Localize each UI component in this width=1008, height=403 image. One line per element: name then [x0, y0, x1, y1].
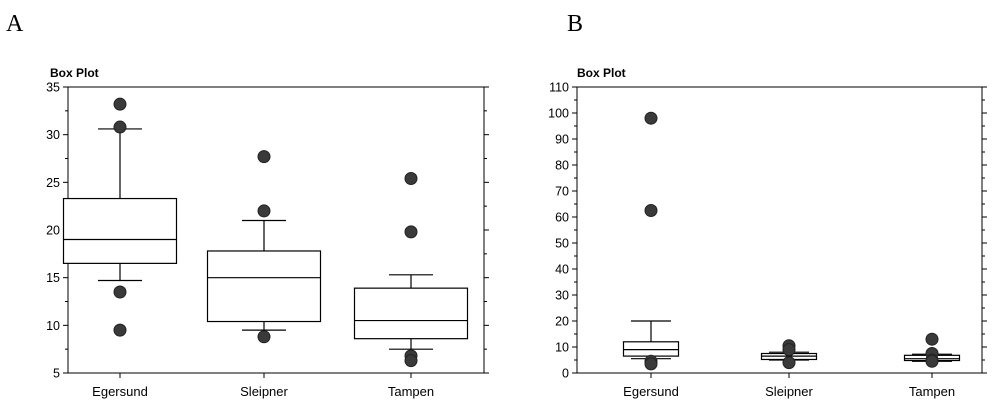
x-category-label: Tampen — [909, 384, 955, 399]
y-tick-label: 110 — [549, 81, 569, 95]
outlier-point — [644, 111, 658, 125]
chart-panel-2: Box Plot 0 10 20 30 40 50 60 70 80 90 100 110 Egersun… — [548, 66, 987, 399]
outlier-point — [644, 357, 658, 371]
y-tick-label: 60 — [555, 211, 569, 225]
y-tick-label: 25 — [46, 176, 60, 190]
y-tick-label: 5 — [53, 367, 60, 381]
y-tick-label: 90 — [555, 133, 569, 147]
x-category-label: Tampen — [388, 384, 434, 399]
y-tick-label: 0 — [562, 367, 569, 381]
y-tick-label: 50 — [555, 237, 569, 251]
x-category-label: Egersund — [92, 384, 148, 399]
y-tick-label: 10 — [555, 341, 569, 355]
chart-panel-1: Box Plot 5 10 15 20 25 30 35 Egersund Sleipner Tam… — [46, 66, 489, 399]
outlier-point — [113, 323, 127, 337]
y-tick-label: 15 — [46, 271, 60, 285]
y-tick-label: 30 — [555, 289, 569, 303]
x-category-label: Sleipner — [240, 384, 288, 399]
outlier-point — [925, 354, 939, 368]
iqr-box — [622, 341, 680, 357]
y-tick-label: 100 — [548, 107, 569, 121]
outlier-point — [257, 150, 271, 164]
outlier-point — [644, 204, 658, 217]
outlier-point — [113, 120, 127, 134]
outlier-point — [782, 343, 796, 357]
panel-label-a: A — [6, 11, 24, 37]
outlier-point — [113, 97, 127, 111]
chart-title: Box Plot — [577, 66, 626, 80]
plot-frame — [576, 86, 983, 374]
outlier-point — [404, 354, 418, 368]
outlier-point — [404, 172, 418, 186]
iqr-box — [353, 287, 469, 340]
outlier-point — [925, 332, 939, 346]
outlier-point — [404, 225, 418, 239]
outlier-point — [113, 285, 127, 299]
iqr-box — [206, 250, 322, 323]
y-tick-label: 70 — [555, 185, 569, 199]
outlier-point — [257, 204, 271, 218]
y-tick-label: 20 — [555, 315, 569, 329]
y-tick-label: 35 — [46, 81, 60, 95]
x-category-label: Sleipner — [765, 384, 813, 399]
y-tick-label: 10 — [46, 319, 60, 333]
iqr-box — [62, 197, 178, 264]
chart-title: Box Plot — [50, 66, 99, 80]
y-tick-label: 20 — [46, 224, 60, 238]
y-tick-label: 80 — [555, 159, 569, 173]
y-tick-label: 40 — [555, 263, 569, 277]
x-category-label: Egersund — [623, 384, 679, 399]
panel-label-b: B — [567, 11, 584, 37]
y-tick-label: 30 — [46, 128, 60, 142]
outlier-point — [782, 356, 796, 370]
outlier-point — [257, 330, 271, 344]
